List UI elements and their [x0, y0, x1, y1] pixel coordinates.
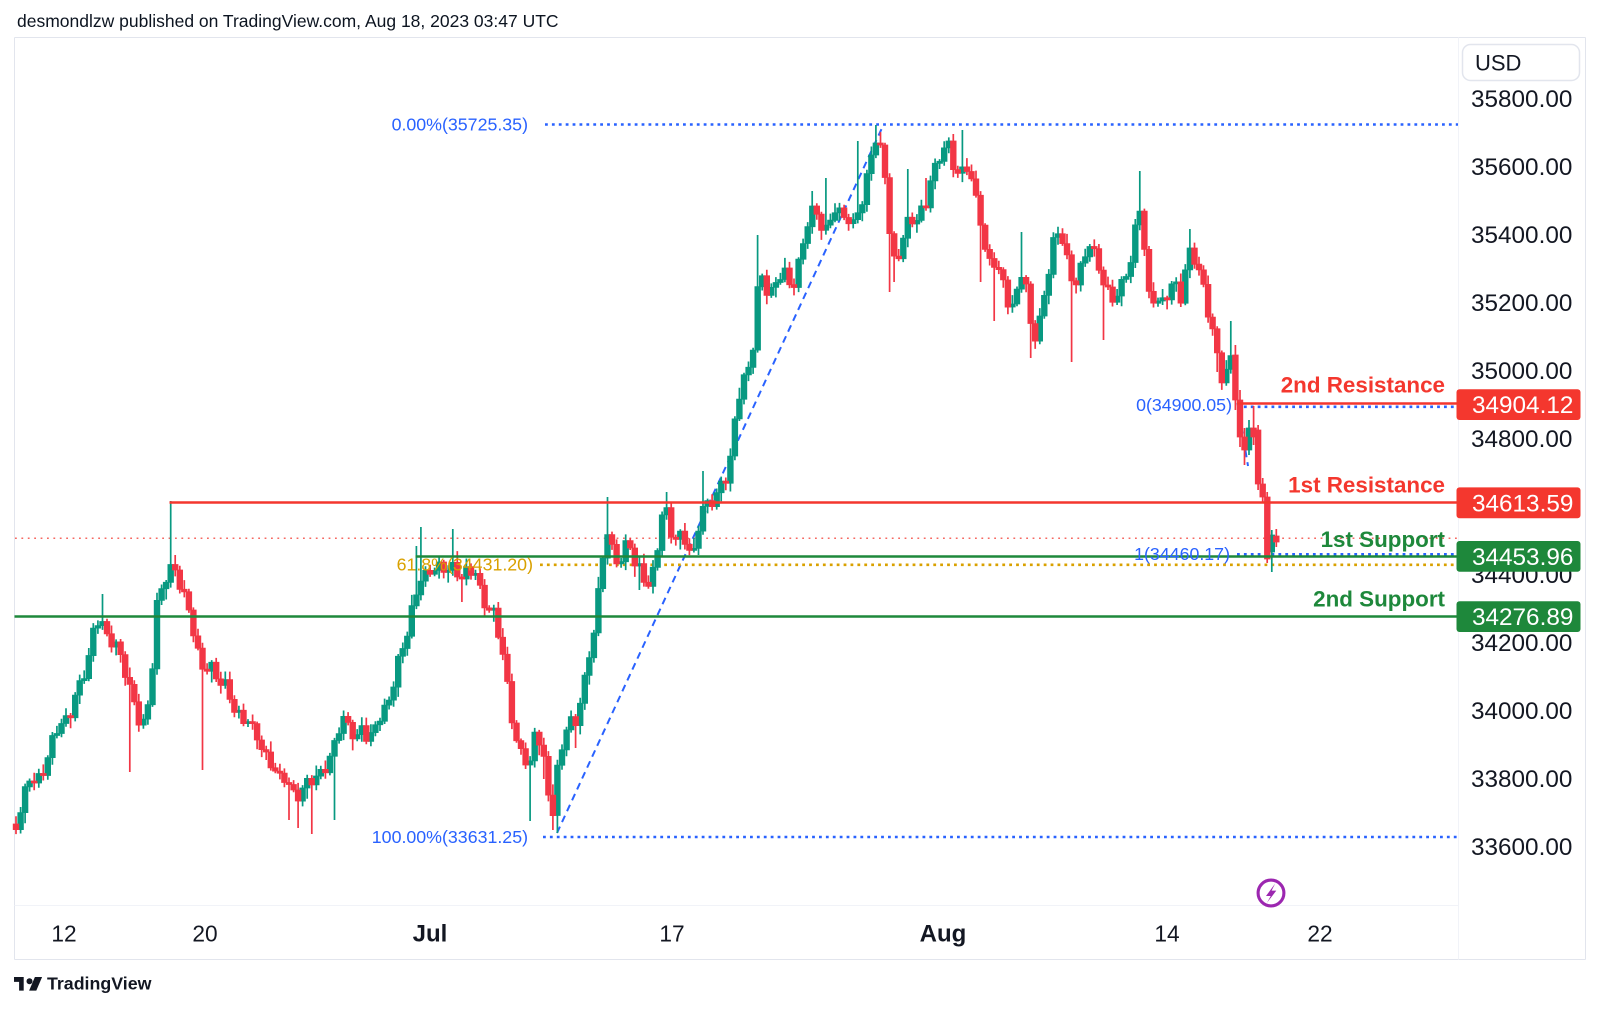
- svg-text:33800.00: 33800.00: [1471, 766, 1572, 793]
- svg-text:1st Support: 1st Support: [1321, 527, 1446, 552]
- svg-text:34200.00: 34200.00: [1471, 630, 1572, 657]
- svg-text:61.8%(34431.20): 61.8%(34431.20): [397, 555, 533, 575]
- svg-text:2nd Resistance: 2nd Resistance: [1281, 373, 1445, 398]
- svg-text:33600.00: 33600.00: [1471, 834, 1572, 861]
- svg-text:35400.00: 35400.00: [1471, 222, 1572, 249]
- svg-text:35000.00: 35000.00: [1471, 358, 1572, 385]
- svg-text:35200.00: 35200.00: [1471, 290, 1572, 317]
- svg-text:12: 12: [51, 921, 76, 947]
- svg-text:0(34900.05): 0(34900.05): [1136, 395, 1232, 415]
- svg-text:1(34460.17): 1(34460.17): [1134, 544, 1230, 564]
- svg-text:35600.00: 35600.00: [1471, 154, 1572, 181]
- svg-text:34453.96: 34453.96: [1472, 544, 1573, 571]
- svg-text:34800.00: 34800.00: [1471, 426, 1572, 453]
- svg-text:20: 20: [192, 921, 217, 947]
- svg-text:Aug: Aug: [920, 921, 967, 948]
- svg-text:17: 17: [659, 921, 684, 947]
- svg-text:0.00%(35725.35): 0.00%(35725.35): [392, 115, 528, 135]
- svg-text:35800.00: 35800.00: [1471, 86, 1572, 113]
- svg-text:34904.12: 34904.12: [1472, 392, 1573, 419]
- svg-text:34276.89: 34276.89: [1472, 604, 1573, 631]
- svg-text:USD: USD: [1475, 51, 1521, 76]
- svg-text:34613.59: 34613.59: [1472, 490, 1573, 517]
- svg-text:2nd Support: 2nd Support: [1313, 587, 1445, 612]
- svg-text:22: 22: [1307, 921, 1332, 947]
- svg-text:14: 14: [1154, 921, 1179, 947]
- svg-text:100.00%(33631.25): 100.00%(33631.25): [372, 827, 528, 847]
- svg-text:34000.00: 34000.00: [1471, 698, 1572, 725]
- svg-text:TradingView: TradingView: [47, 974, 152, 994]
- svg-text:1st Resistance: 1st Resistance: [1288, 473, 1445, 498]
- svg-text:Jul: Jul: [413, 921, 448, 948]
